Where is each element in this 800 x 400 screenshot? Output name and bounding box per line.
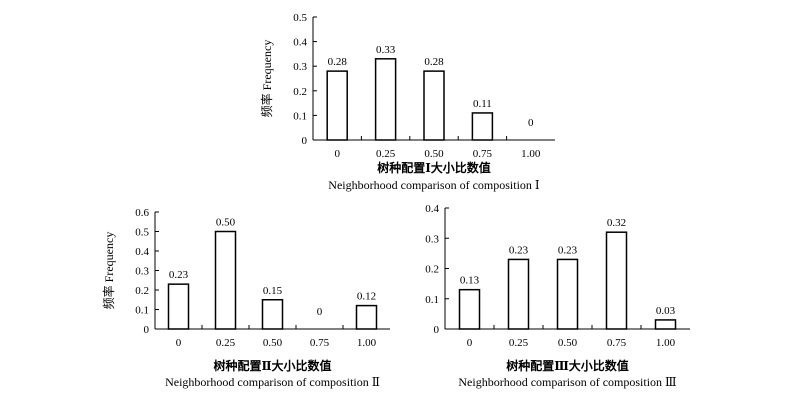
bar [458, 288, 481, 330]
bar [326, 70, 348, 141]
y-tick-label: 0 [434, 324, 440, 336]
x-axis-label: 树种配置Ⅲ大小比数值 [506, 358, 629, 373]
y-tick-label: 0.4 [293, 37, 307, 49]
data-label: 0.23 [509, 244, 529, 256]
data-label: 0.15 [263, 285, 283, 297]
y-tick-label: 0.5 [293, 12, 307, 24]
x-tick-label: 0 [467, 337, 473, 349]
y-tick-label: 0.3 [135, 266, 149, 278]
x-tick-label: 0.25 [376, 148, 396, 160]
x-tick-label: 0.25 [216, 337, 236, 349]
x-tick-label: 1.00 [656, 337, 676, 349]
y-tick-label: 0.5 [135, 227, 149, 239]
data-label: 0 [528, 117, 534, 129]
bar [654, 319, 677, 330]
x-axis-label: 树种配置Ⅱ大小比数值 [213, 358, 331, 373]
x-tick-label: 1.00 [521, 148, 541, 160]
y-axis-label: 频率 Frequency [101, 232, 116, 310]
bar [167, 283, 190, 330]
data-label: 0.13 [460, 275, 480, 287]
bar [214, 230, 237, 330]
data-label: 0.50 [216, 217, 236, 229]
y-tick-label: 0.4 [425, 203, 439, 215]
data-label: 0.03 [656, 305, 676, 317]
y-tick-label: 0.2 [425, 264, 439, 276]
y-tick-label: 0 [144, 324, 150, 336]
bar [423, 70, 445, 141]
bar [605, 231, 628, 330]
y-tick-label: 0.4 [135, 246, 149, 258]
data-label: 0.32 [607, 217, 626, 229]
bar [374, 58, 397, 141]
x-tick-label: 0.75 [607, 337, 627, 349]
data-label: 0.23 [558, 244, 578, 256]
bar [355, 304, 378, 330]
x-tick-label: 1.00 [357, 337, 377, 349]
x-axis-label: 树种配置Ⅰ大小比数值 [377, 160, 491, 175]
x-tick-label: 0.50 [263, 337, 283, 349]
y-tick-label: 0.6 [135, 207, 149, 219]
chart-composition-1: 0 0.1 0.2 0.3 0.4 0.5 0.28 0 0.33 0.25 0.28 0.50 0.1… [259, 12, 555, 192]
x-tick-label: 0 [334, 148, 340, 160]
y-tick-label: 0.1 [135, 305, 149, 317]
y-tick-label: 0.1 [425, 294, 439, 306]
bar [556, 258, 579, 330]
y-tick-label: 0.3 [425, 233, 439, 245]
x-tick-label: 0.75 [473, 148, 493, 160]
data-label: 0 [317, 306, 323, 318]
data-label: 0.11 [473, 98, 492, 110]
y-tick-label: 0.2 [135, 285, 149, 297]
y-tick-label: 0.2 [293, 86, 307, 98]
chart-composition-3: 0 0.1 0.2 0.3 0.4 0.13 0 0.23 0.25 0.23 0.50 0.32 0.… [425, 203, 690, 389]
data-label: 0.28 [424, 56, 444, 68]
bar [261, 299, 284, 330]
data-label: 0.12 [357, 291, 376, 303]
x-tick-label: 0 [176, 337, 182, 349]
bar [507, 258, 530, 330]
x-tick-label: 0.50 [558, 337, 578, 349]
data-label: 0.28 [328, 56, 348, 68]
x-axis-label-english: Neighborhood comparison of composition Ⅰ [328, 178, 540, 192]
x-tick-label: 0.75 [310, 337, 330, 349]
y-tick-label: 0.3 [293, 61, 307, 73]
data-label: 0.23 [169, 269, 189, 281]
x-axis-label-english: Neighborhood comparison of composition Ⅱ [165, 375, 380, 389]
x-tick-label: 0.50 [424, 148, 444, 160]
data-label: 0.33 [376, 44, 396, 56]
y-tick-label: 0.1 [293, 110, 307, 122]
x-tick-label: 0.25 [509, 337, 529, 349]
chart-composition-2: 0 0.1 0.2 0.3 0.4 0.5 0.6 0.23 0 0.50 0.25 0.15 0.50… [101, 207, 390, 389]
bar [471, 112, 494, 141]
y-axis-label: 频率 Frequency [259, 40, 274, 118]
y-tick-label: 0 [302, 135, 308, 147]
x-axis-label-english: Neighborhood comparison of composition Ⅲ [458, 375, 676, 389]
